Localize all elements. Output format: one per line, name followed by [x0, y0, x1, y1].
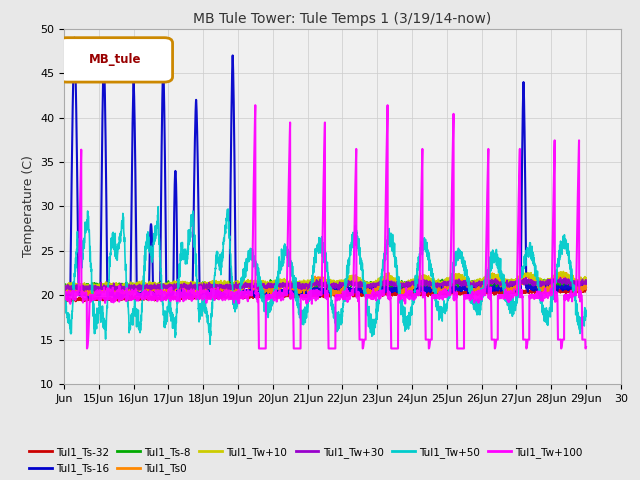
Title: MB Tule Tower: Tule Temps 1 (3/19/14-now): MB Tule Tower: Tule Temps 1 (3/19/14-now… [193, 12, 492, 26]
Text: MB_tule: MB_tule [89, 53, 141, 66]
FancyBboxPatch shape [58, 37, 173, 82]
Y-axis label: Temperature (C): Temperature (C) [22, 156, 35, 257]
Legend: Tul1_Ts-32, Tul1_Ts-16, Tul1_Ts-8, Tul1_Ts0, Tul1_Tw+10, Tul1_Tw+30, Tul1_Tw+50,: Tul1_Ts-32, Tul1_Ts-16, Tul1_Ts-8, Tul1_… [25, 443, 587, 478]
